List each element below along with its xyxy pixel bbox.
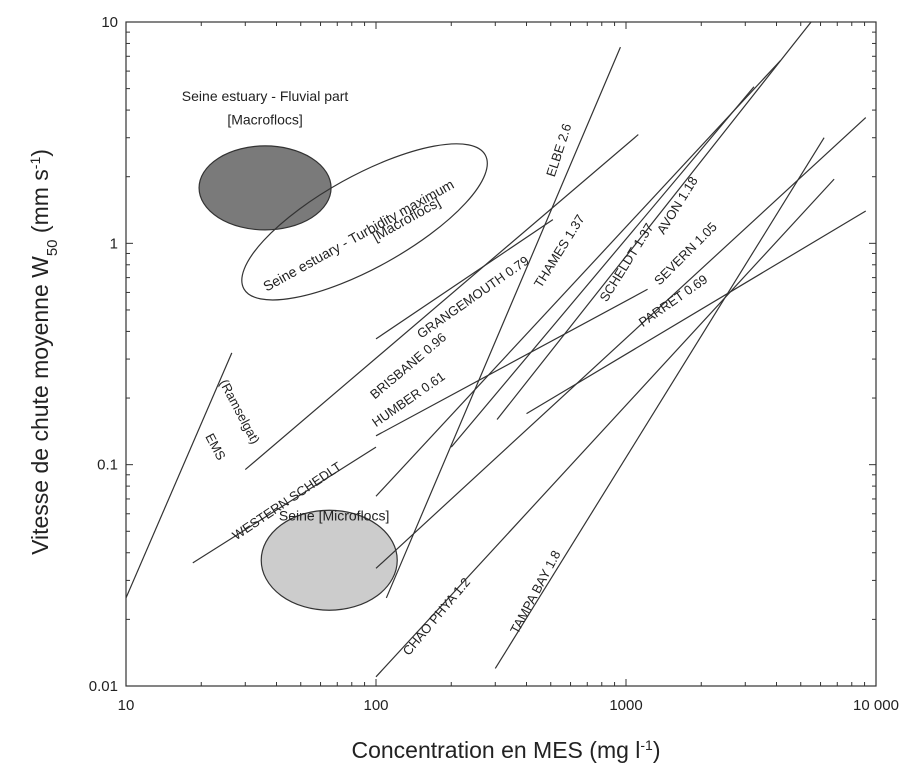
- series-label: SCHELDT 1.37: [596, 221, 656, 305]
- series-line: [494, 137, 825, 669]
- series-lines: [126, 22, 867, 678]
- x-tick-label: 10: [118, 697, 135, 714]
- region-ellipse: [198, 145, 332, 231]
- x-tick-label: 100: [363, 697, 388, 714]
- series-line: [385, 46, 621, 599]
- series-line: [375, 288, 648, 437]
- axis-ticks: 10 100 1000 10 000 0.01 0.1 1 10: [89, 14, 899, 714]
- series-line: [375, 178, 835, 678]
- region-ellipse: [241, 143, 488, 301]
- series-line: [192, 446, 377, 564]
- regions: [198, 143, 488, 611]
- series-label: TAMPA BAY 1.8: [507, 548, 564, 636]
- region-sublabel: [Macroflocs]: [227, 111, 302, 127]
- series-line: [375, 60, 781, 497]
- y-tick-label: 0.01: [89, 678, 118, 695]
- series-line: [375, 117, 867, 569]
- x-tick-label: 10 000: [853, 697, 899, 714]
- series-line: [526, 210, 867, 415]
- region-label: Seine [Microflocs]: [279, 507, 389, 523]
- series-line: [244, 134, 639, 471]
- series-label: PARRET 0.69: [636, 271, 711, 329]
- series-label: (Ramselgat): [217, 377, 263, 447]
- series-label: THAMES 1.37: [531, 212, 588, 290]
- series-line: [496, 22, 812, 420]
- plot-frame-group: [125, 21, 877, 687]
- series-label: EMS: [202, 431, 229, 463]
- series-label: ELBE 2.6: [543, 122, 574, 179]
- series-line: [375, 219, 554, 340]
- series-label: CHAO PHYA 1.2: [400, 575, 474, 659]
- series-line: [126, 352, 233, 599]
- series-label: AVON 1.18: [654, 174, 701, 237]
- x-axis-title: Concentration en MES (mg l-1): [351, 737, 660, 763]
- region-label: Seine estuary - Fluvial part: [182, 88, 349, 104]
- y-axis-title: Vitesse de chute moyenne W50 (mm s-1): [27, 149, 61, 555]
- x-tick-label: 1000: [609, 697, 642, 714]
- y-tick-label: 0.1: [97, 457, 118, 474]
- plot-frame: [125, 21, 877, 687]
- y-tick-label: 10: [101, 14, 118, 31]
- series-line: [450, 86, 755, 448]
- y-tick-label: 1: [110, 235, 118, 252]
- region-ellipse: [260, 509, 398, 611]
